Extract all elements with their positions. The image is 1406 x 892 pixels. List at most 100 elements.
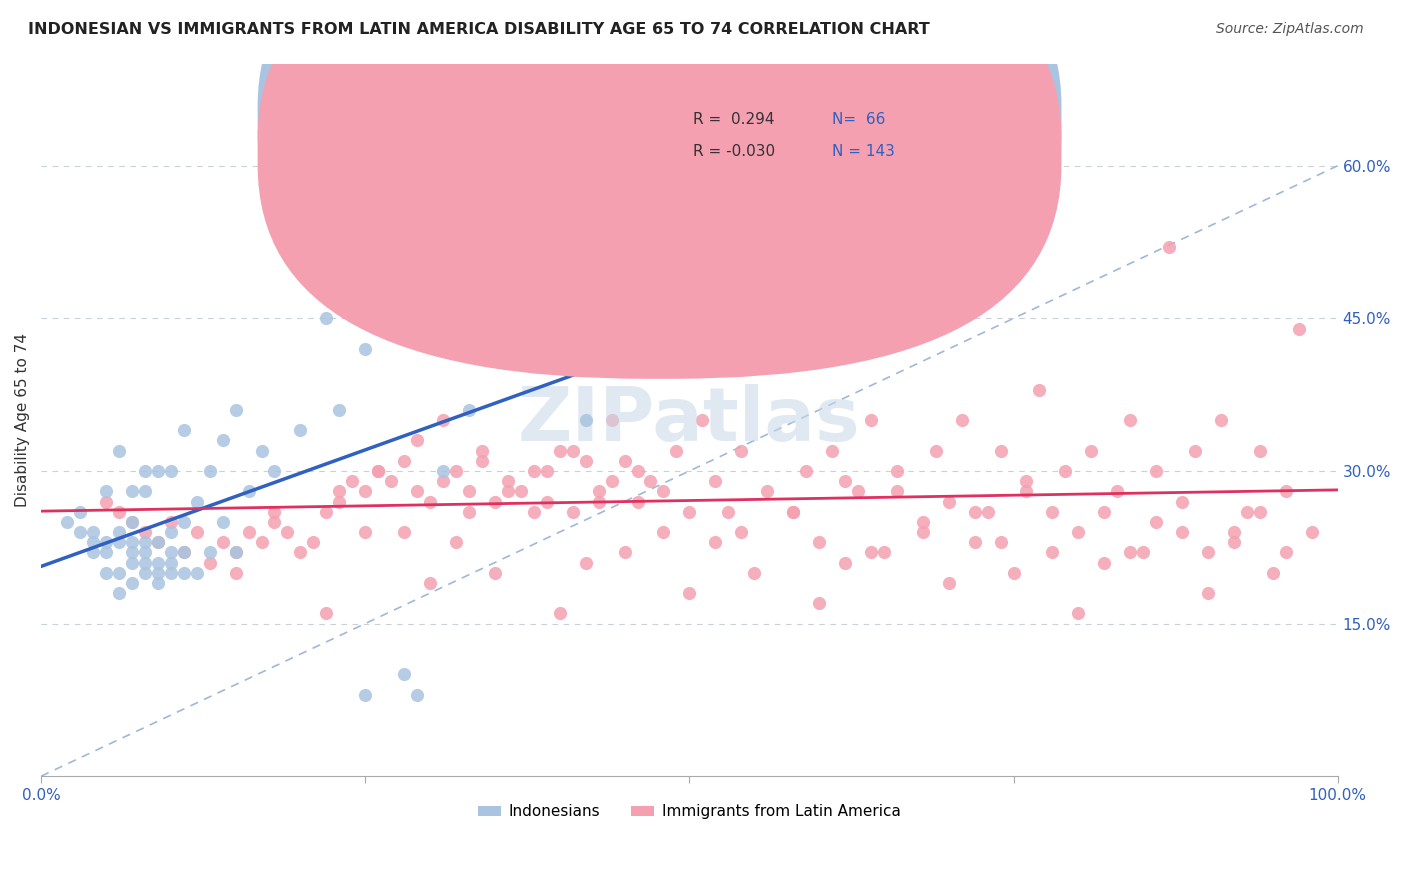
Point	[211, 535, 233, 549]
Point	[134, 524, 156, 539]
Point	[756, 484, 779, 499]
Point	[990, 443, 1012, 458]
Point	[1067, 607, 1090, 621]
Point	[159, 515, 181, 529]
Point	[1197, 586, 1219, 600]
Point	[730, 524, 752, 539]
Point	[432, 474, 454, 488]
Point	[121, 545, 143, 559]
Point	[82, 545, 104, 559]
Point	[834, 556, 856, 570]
Point	[94, 535, 117, 549]
Point	[742, 566, 765, 580]
Point	[69, 524, 91, 539]
Point	[886, 484, 908, 499]
Point	[886, 464, 908, 478]
Point	[198, 464, 221, 478]
Point	[1223, 524, 1246, 539]
Point	[367, 464, 389, 478]
Point	[859, 545, 882, 559]
Text: ZIPatlas: ZIPatlas	[517, 384, 860, 457]
Point	[173, 423, 195, 437]
Point	[458, 484, 481, 499]
Point	[146, 535, 169, 549]
Point	[328, 484, 350, 499]
Point	[782, 505, 804, 519]
Legend: Indonesians, Immigrants from Latin America: Indonesians, Immigrants from Latin Ameri…	[472, 798, 907, 825]
Point	[186, 494, 208, 508]
Point	[548, 607, 571, 621]
Point	[328, 494, 350, 508]
Point	[575, 556, 598, 570]
Point	[173, 515, 195, 529]
Point	[613, 545, 636, 559]
Point	[159, 566, 181, 580]
Point	[432, 464, 454, 478]
Point	[1249, 443, 1271, 458]
Point	[263, 505, 285, 519]
Point	[94, 484, 117, 499]
Point	[406, 484, 429, 499]
Point	[94, 566, 117, 580]
Point	[1028, 383, 1050, 397]
Point	[808, 535, 831, 549]
Point	[198, 545, 221, 559]
Point	[678, 505, 700, 519]
Point	[963, 535, 986, 549]
Y-axis label: Disability Age 65 to 74: Disability Age 65 to 74	[15, 333, 30, 508]
Point	[1092, 556, 1115, 570]
Point	[704, 535, 727, 549]
Point	[561, 443, 583, 458]
Point	[678, 586, 700, 600]
Point	[238, 484, 260, 499]
Point	[1002, 566, 1025, 580]
Text: INDONESIAN VS IMMIGRANTS FROM LATIN AMERICA DISABILITY AGE 65 TO 74 CORRELATION : INDONESIAN VS IMMIGRANTS FROM LATIN AMER…	[28, 22, 929, 37]
Point	[1159, 240, 1181, 254]
Point	[406, 434, 429, 448]
Point	[1015, 474, 1038, 488]
Point	[575, 454, 598, 468]
Point	[211, 434, 233, 448]
Point	[315, 607, 337, 621]
Point	[225, 545, 247, 559]
Point	[963, 505, 986, 519]
Point	[354, 342, 377, 356]
Point	[1197, 545, 1219, 559]
Point	[794, 464, 817, 478]
Point	[108, 443, 131, 458]
Point	[1119, 545, 1142, 559]
Point	[640, 474, 662, 488]
Point	[159, 524, 181, 539]
Point	[342, 474, 364, 488]
Point	[69, 505, 91, 519]
Point	[173, 566, 195, 580]
Point	[859, 413, 882, 427]
Point	[263, 515, 285, 529]
Point	[250, 443, 273, 458]
Point	[134, 535, 156, 549]
Point	[911, 524, 934, 539]
Point	[56, 515, 79, 529]
Point	[1223, 535, 1246, 549]
Point	[290, 545, 312, 559]
Point	[263, 464, 285, 478]
Point	[315, 311, 337, 326]
Point	[1171, 494, 1194, 508]
Point	[121, 575, 143, 590]
Point	[392, 454, 415, 468]
Point	[692, 413, 714, 427]
Point	[938, 494, 960, 508]
Point	[704, 474, 727, 488]
Point	[652, 524, 675, 539]
Point	[496, 484, 519, 499]
Point	[392, 667, 415, 681]
Point	[600, 413, 623, 427]
Point	[834, 474, 856, 488]
Point	[108, 535, 131, 549]
Point	[950, 413, 973, 427]
Point	[198, 556, 221, 570]
Point	[600, 474, 623, 488]
Point	[146, 556, 169, 570]
Point	[225, 566, 247, 580]
Point	[82, 535, 104, 549]
